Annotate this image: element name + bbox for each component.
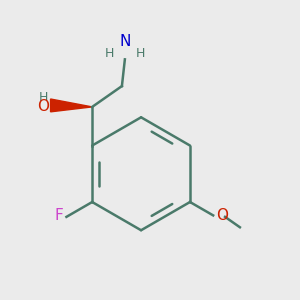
Text: N: N: [119, 34, 130, 49]
Text: O: O: [216, 208, 228, 223]
Text: F: F: [54, 208, 63, 223]
Text: H: H: [38, 91, 48, 103]
Text: H: H: [135, 47, 145, 60]
Text: H: H: [105, 47, 115, 60]
Text: O: O: [37, 99, 49, 114]
Polygon shape: [51, 99, 92, 112]
